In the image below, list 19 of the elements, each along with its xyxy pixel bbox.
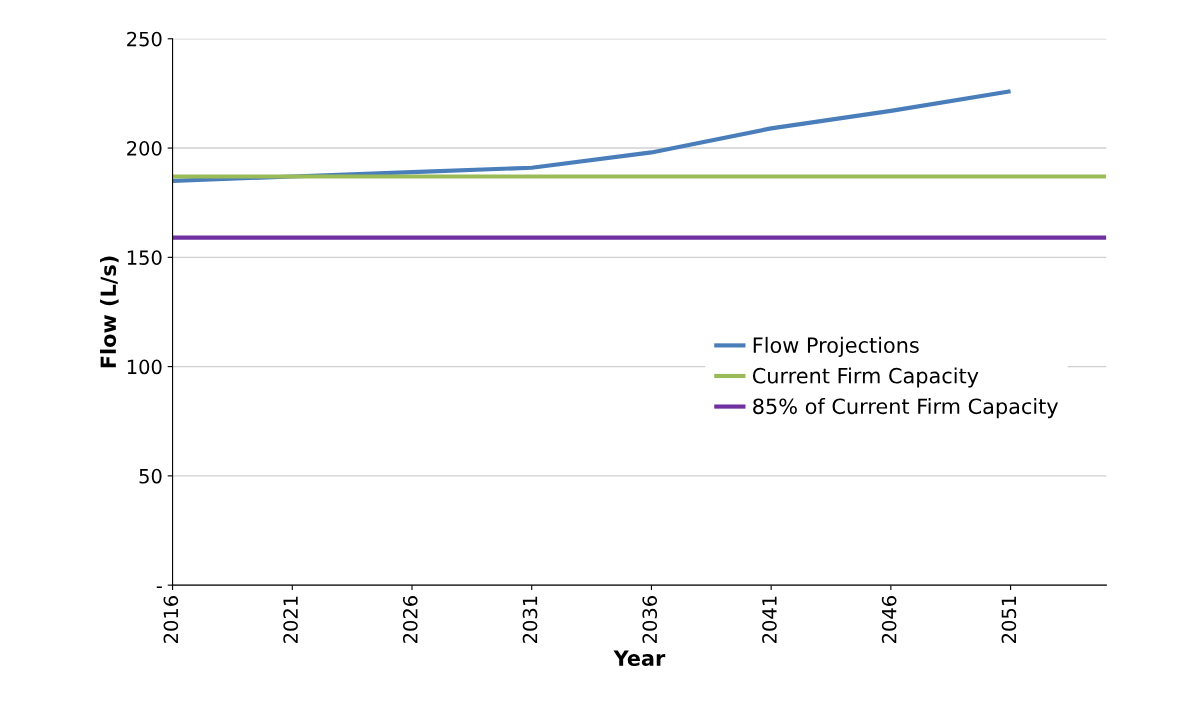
y-axis-title: Flow (L/s) bbox=[100, 256, 119, 368]
x-tick-label: 2031 bbox=[522, 596, 538, 643]
x-tick-label: 2046 bbox=[881, 596, 897, 643]
y-tick-label: - bbox=[156, 586, 162, 588]
legend-label: 85% of Current Firm Capacity bbox=[753, 398, 1059, 419]
x-axis-title: Year bbox=[613, 650, 666, 667]
x-tick-label: 2041 bbox=[762, 596, 777, 643]
x-tick-label: 2051 bbox=[1001, 596, 1017, 643]
y-tick-label: 200 bbox=[127, 141, 162, 156]
y-tick-label: 150 bbox=[127, 250, 162, 265]
legend-label: Current Firm Capacity bbox=[752, 367, 979, 388]
legend-label: Flow Projections bbox=[753, 336, 919, 358]
x-tick-label: 2026 bbox=[402, 596, 418, 643]
y-tick-label: 250 bbox=[127, 31, 162, 47]
x-tick-label: 2036 bbox=[642, 596, 658, 643]
y-tick-label: 100 bbox=[127, 359, 162, 375]
y-tick-label: 50 bbox=[139, 468, 162, 484]
x-tick-label: 2016 bbox=[163, 596, 179, 643]
x-tick-label: 2021 bbox=[283, 596, 298, 643]
